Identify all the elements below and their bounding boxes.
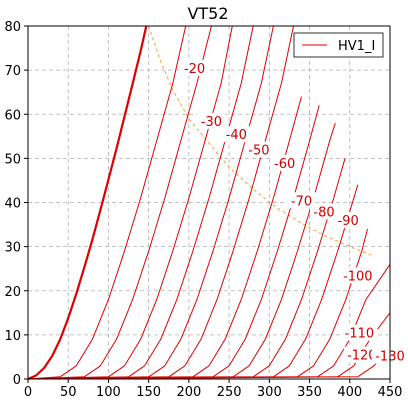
x-tick-label: 450 xyxy=(378,385,403,400)
curve-label: -120 xyxy=(347,349,377,364)
curve-label-bg xyxy=(341,324,378,341)
curve-label-bg xyxy=(197,112,226,129)
plate-curve xyxy=(27,25,233,380)
y-tick-label: 70 xyxy=(4,64,21,79)
curve-label: -20 xyxy=(184,62,205,77)
axis-ticks: 0 50 100 150 200 250 300 350 400 450 0 10 20 30 40 50 60… xyxy=(4,20,402,400)
x-tick-label: 150 xyxy=(136,385,161,400)
plate-curve xyxy=(27,25,294,380)
curve-label-bg xyxy=(334,212,363,229)
plate-curve xyxy=(27,25,148,381)
y-tick-label: 50 xyxy=(4,152,21,167)
y-tick-label: 60 xyxy=(4,108,21,123)
curve-label: -40 xyxy=(226,128,247,143)
curve-label: -70 xyxy=(291,194,312,209)
x-tick-label: 50 xyxy=(60,385,77,400)
x-tick-label: 300 xyxy=(257,385,282,400)
curve-label-bg xyxy=(180,59,209,76)
plate-curves xyxy=(27,25,391,381)
curve-label-bg xyxy=(343,346,380,363)
dissipation-line xyxy=(148,25,373,256)
y-tick-label: 30 xyxy=(4,241,21,256)
legend: HV1_I xyxy=(293,32,384,58)
x-tick-label: 400 xyxy=(337,385,362,400)
curve-label: -90 xyxy=(338,214,359,229)
x-tick-label: 200 xyxy=(176,385,201,400)
curve-label-bg xyxy=(222,126,251,143)
curve-label: -60 xyxy=(274,157,295,172)
x-tick-label: 100 xyxy=(96,385,121,400)
curve-label-bg xyxy=(244,141,273,158)
curve-labels: -20-30-40-50-60-70-80-90-100-110-120-130 xyxy=(180,59,408,365)
plate-curve xyxy=(27,184,359,380)
plate-curve xyxy=(27,25,212,380)
legend-label: HV1_I xyxy=(338,39,375,54)
curve-label-bg xyxy=(310,203,339,220)
x-tick-label: 350 xyxy=(297,385,322,400)
chart-title: VT52 xyxy=(187,4,228,23)
plate-curve xyxy=(27,105,320,380)
curve-label: -110 xyxy=(345,327,375,342)
curve-label: -80 xyxy=(313,205,334,220)
dissipation-curve xyxy=(148,25,373,256)
curve-label: -50 xyxy=(248,144,269,159)
plate-curve xyxy=(27,25,274,380)
y-tick-label: 20 xyxy=(4,285,21,300)
x-tick-label: 0 xyxy=(24,385,32,400)
y-tick-label: 10 xyxy=(4,329,21,344)
plate-curve xyxy=(27,25,254,380)
plate-curve xyxy=(27,122,336,380)
plate-curve xyxy=(27,25,187,380)
curve-label: -30 xyxy=(201,115,222,130)
y-tick-label: 80 xyxy=(4,20,21,35)
curve-label-bg xyxy=(287,192,316,209)
x-tick-label: 250 xyxy=(217,385,242,400)
y-tick-label: 0 xyxy=(13,373,21,388)
curve-label: -100 xyxy=(343,269,373,284)
curve-label-bg xyxy=(339,267,376,284)
y-tick-label: 40 xyxy=(4,197,21,212)
curve-label-bg xyxy=(270,154,299,171)
